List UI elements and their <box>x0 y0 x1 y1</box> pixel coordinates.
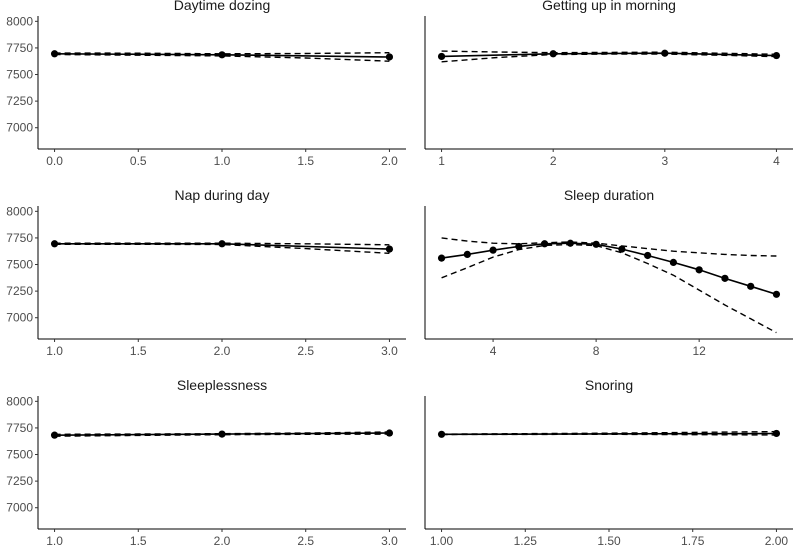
series-upper-line <box>441 50 777 55</box>
x-tick-label: 12 <box>692 344 706 358</box>
x-tick-label: 1.5 <box>130 534 147 547</box>
y-tick-label: 7000 <box>6 121 33 135</box>
series-estimate-line <box>441 242 777 296</box>
x-tick-label: 1.5 <box>130 344 147 358</box>
x-tick-label: 3.0 <box>381 344 398 358</box>
x-tick-label: 1 <box>438 154 445 168</box>
data-point <box>437 52 446 61</box>
data-point <box>463 250 471 259</box>
panel-title: Sleep duration <box>564 187 654 203</box>
data-point <box>437 430 446 438</box>
data-point <box>549 50 557 58</box>
panel-title: Sleeplessness <box>177 377 267 393</box>
data-point <box>566 239 574 247</box>
x-tick-label: 2.0 <box>214 344 231 358</box>
data-point <box>618 245 626 253</box>
data-point <box>747 282 755 290</box>
series-lower-line <box>441 53 777 63</box>
y-tick-label: 7750 <box>6 231 33 245</box>
data-point <box>218 430 226 438</box>
x-tick-label: 4 <box>490 344 497 358</box>
data-point <box>772 51 781 60</box>
series-lower-line <box>441 243 777 334</box>
x-tick-label: 1.75 <box>681 534 705 547</box>
x-tick-label: 0.5 <box>130 154 147 168</box>
x-tick-label: 8 <box>593 344 600 358</box>
y-tick-label: 7000 <box>6 311 33 325</box>
data-point <box>772 290 781 298</box>
data-point <box>721 274 729 282</box>
panel-sleeplessness: Sleeplessness 7000 7250 7500 7750 8000 1.0 1.5 2… <box>6 377 406 547</box>
series-upper-line <box>54 52 390 55</box>
data-point <box>385 53 394 61</box>
x-tick-label: 3.0 <box>381 534 398 547</box>
data-point <box>695 266 703 274</box>
data-point <box>385 429 394 437</box>
x-tick-label: 1.5 <box>297 154 314 168</box>
panel-daytime-dozing: Daytime dozing 7000 7250 7500 7750 8000 0.0 0.5… <box>6 0 406 168</box>
y-tick-label: 8000 <box>6 204 33 218</box>
series-lower-line <box>54 433 390 437</box>
data-point <box>50 50 59 58</box>
panel-snoring: Snoring 1.00 1.25 1.50 1.75 2.00 <box>424 377 793 547</box>
x-tick-label: 1.0 <box>214 154 231 168</box>
panel-sleep-duration: Sleep duration 4 8 12 <box>424 187 793 358</box>
x-tick-label: 2 <box>550 154 557 168</box>
data-point <box>50 240 59 248</box>
x-tick-label: 1.0 <box>46 344 63 358</box>
data-point <box>437 254 446 262</box>
x-tick-label: 1.0 <box>46 534 63 547</box>
series-upper-line <box>54 431 390 435</box>
y-tick-label: 8000 <box>6 14 33 28</box>
y-tick-label: 7500 <box>6 258 33 272</box>
x-tick-label: 2.0 <box>381 154 398 168</box>
data-point <box>644 251 652 260</box>
data-point <box>218 240 226 248</box>
series-estimate-line <box>441 52 777 58</box>
y-tick-label: 7250 <box>6 474 33 488</box>
y-tick-label: 7000 <box>6 501 33 515</box>
panel-title: Nap during day <box>175 187 270 203</box>
x-tick-label: 3 <box>661 154 668 168</box>
panel-getting-up-in-morning: Getting up in morning 1 2 3 4 <box>424 0 793 168</box>
series-upper-line <box>54 242 390 246</box>
y-tick-label: 7250 <box>6 284 33 298</box>
data-point <box>669 258 678 266</box>
x-tick-label: 2.0 <box>214 534 231 547</box>
x-tick-label: 4 <box>773 154 780 168</box>
y-tick-label: 7250 <box>6 94 33 108</box>
x-tick-label: 2.00 <box>765 534 789 547</box>
data-point <box>385 245 394 253</box>
series-lower-line <box>441 433 777 436</box>
y-tick-label: 7500 <box>6 68 33 82</box>
y-tick-label: 7500 <box>6 448 33 462</box>
data-point <box>218 51 226 59</box>
y-tick-label: 7750 <box>6 421 33 435</box>
x-tick-label: 1.25 <box>514 534 538 547</box>
x-tick-label: 0.0 <box>46 154 63 168</box>
data-point <box>661 49 669 57</box>
data-point <box>489 246 497 254</box>
y-tick-label: 7750 <box>6 41 33 55</box>
x-tick-label: 1.50 <box>597 534 621 547</box>
panel-title: Getting up in morning <box>542 0 676 13</box>
x-tick-label: 1.00 <box>430 534 454 547</box>
panel-title: Daytime dozing <box>174 0 271 13</box>
series-lower-line <box>54 53 390 62</box>
series-lower-line <box>54 243 390 254</box>
panel-title: Snoring <box>585 377 633 393</box>
x-tick-label: 2.5 <box>297 534 314 547</box>
data-point <box>50 431 59 439</box>
y-tick-label: 8000 <box>6 394 33 408</box>
data-point <box>515 242 523 251</box>
panel-nap-during-day: Nap during day 7000 7250 7500 7750 8000 1.0 1.5… <box>6 187 406 358</box>
x-tick-label: 2.5 <box>297 344 314 358</box>
